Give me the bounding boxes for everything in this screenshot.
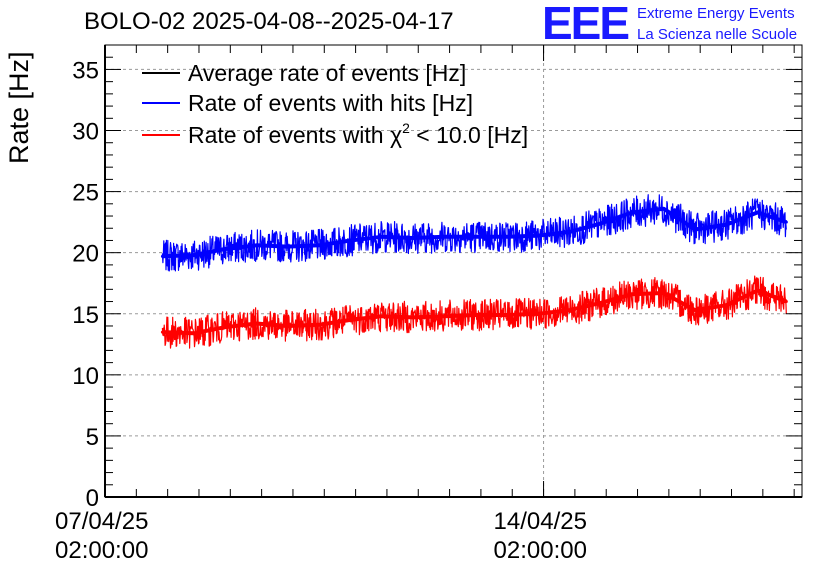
y-tick-label: 20	[72, 241, 99, 268]
y-tick-label: 0	[86, 485, 99, 512]
data-point	[160, 254, 164, 258]
data-point	[693, 227, 697, 231]
data-point	[380, 314, 384, 318]
y-tick-label: 5	[86, 424, 99, 451]
data-point	[411, 315, 415, 319]
data-point	[784, 220, 788, 224]
data-point	[348, 238, 352, 242]
data-point	[348, 318, 352, 322]
data-point	[599, 301, 603, 305]
data-point	[317, 243, 321, 247]
y-tick-label: 25	[72, 180, 99, 207]
legend-chi2-prefix: Rate of events with χ	[188, 122, 402, 148]
eee-logo: EEE Extreme Energy Events La Scienza nel…	[542, 0, 834, 49]
data-point	[756, 210, 760, 214]
data-point	[630, 210, 634, 214]
x-tick-label-date: 07/04/25	[55, 508, 149, 535]
legend: Average rate of events [Hz] Rate of even…	[142, 60, 528, 148]
y-tick-label: 30	[72, 119, 99, 146]
data-point	[442, 314, 446, 318]
data-point	[505, 235, 509, 239]
series-line-noise	[161, 194, 787, 272]
data-point	[254, 243, 258, 247]
x-tick-label-time: 02:00:00	[493, 537, 587, 564]
data-point	[568, 230, 572, 234]
data-point	[630, 292, 634, 296]
data-point	[286, 245, 290, 249]
data-point	[380, 235, 384, 239]
legend-label-average: Average rate of events [Hz]	[188, 60, 466, 86]
x-tick-label: 07/04/25 02:00:00	[55, 507, 148, 565]
logo-line-2: La Scienza nelle Scuole	[637, 26, 798, 43]
y-tick-label: 35	[72, 57, 99, 84]
eee-logo-mark: EEE	[542, 0, 630, 49]
data-point	[536, 234, 540, 238]
axis-ticks: 0 5 10 15 20 25 30 35	[72, 44, 802, 512]
data-point	[756, 289, 760, 293]
data-point	[317, 323, 321, 327]
chart-title: BOLO-02 2025-04-08--2025-04-17	[84, 8, 454, 35]
y-tick-label: 15	[72, 302, 99, 329]
data-point	[442, 235, 446, 239]
data-point	[192, 253, 196, 257]
data-point	[474, 235, 478, 239]
data-point	[724, 223, 728, 227]
legend-chi2-superscript: 2	[402, 120, 410, 136]
series-group	[160, 194, 788, 349]
series-line-noise	[161, 275, 787, 349]
legend-chi2-suffix: < 10.0 [Hz]	[410, 122, 528, 148]
data-point	[223, 247, 227, 251]
data-point	[599, 221, 603, 225]
x-tick-label-time: 02:00:00	[55, 537, 149, 564]
data-point	[192, 331, 196, 335]
data-point	[411, 236, 415, 240]
data-point	[784, 300, 788, 304]
data-point	[724, 303, 728, 307]
logo-line-1: Extreme Energy Events	[637, 5, 795, 22]
axes-frame	[104, 44, 803, 498]
data-point	[536, 312, 540, 316]
data-point	[160, 330, 164, 334]
data-point	[505, 313, 509, 317]
legend-label-hits: Rate of events with hits [Hz]	[188, 90, 473, 116]
x-tick-label: 14/04/25 02:00:00	[494, 507, 587, 565]
data-point	[693, 308, 697, 312]
data-point	[662, 291, 666, 295]
y-tick-label: 10	[72, 363, 99, 390]
x-tick-label-date: 14/04/25	[493, 508, 587, 535]
data-point	[568, 308, 572, 312]
data-point	[474, 313, 478, 317]
data-point	[286, 324, 290, 328]
data-point	[254, 322, 258, 326]
data-point	[223, 325, 227, 329]
legend-label-chi2: Rate of events with χ2 < 10.0 [Hz]	[188, 120, 528, 148]
data-point	[662, 207, 666, 211]
